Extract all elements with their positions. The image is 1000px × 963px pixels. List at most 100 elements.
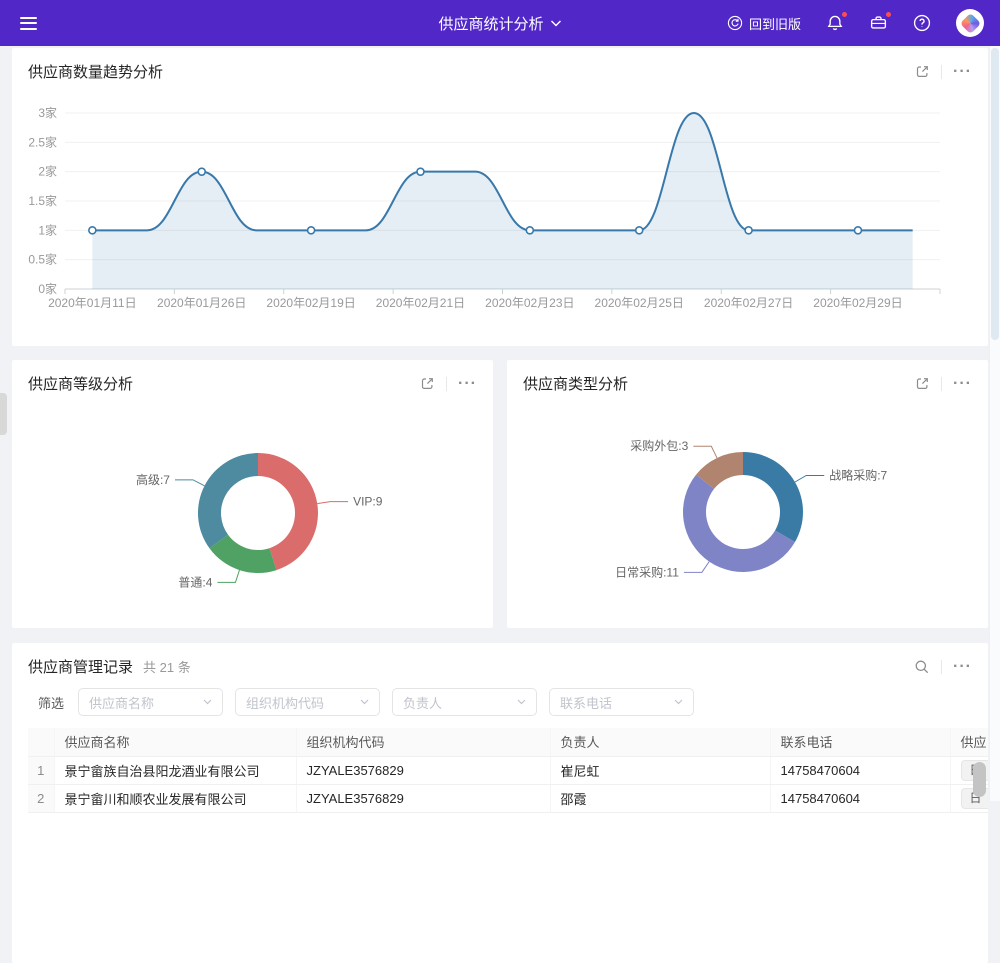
export-icon[interactable] [915,376,930,391]
cell-phone: 14758470604 [770,784,950,812]
more-options-icon[interactable]: ··· [953,67,972,77]
top-navbar: 供应商统计分析 回到旧版 [0,0,1000,46]
filter-phone-select[interactable]: 联系电话 [549,688,694,716]
back-to-old-version-label: 回到旧版 [749,14,801,33]
divider [446,377,447,391]
back-to-old-version-link[interactable]: 回到旧版 [727,14,801,33]
data-point-marker[interactable] [854,227,861,234]
cell-owner: 崔尼虹 [550,756,770,784]
data-point-marker[interactable] [526,227,533,234]
col-owner[interactable]: 负责人 [550,728,770,756]
pie-slice-战略采购[interactable] [743,452,803,542]
y-axis-tick-label: 2.5家 [28,134,57,149]
chevron-down-icon [551,20,562,27]
records-table: 供应商名称 组织机构代码 负责人 联系电话 供应 1 景宁畲族自治县阳龙酒业有限… [28,728,988,813]
level-donut-chart[interactable]: VIP:9普通:4高级:7 [12,403,493,627]
cell-supplier-name: 景宁畲川和顺农业发展有限公司 [54,784,296,812]
data-point-marker[interactable] [636,227,643,234]
records-table-card: 供应商管理记录 共 21 条 ··· 筛选 供应商名称 组织机构代码 [12,643,988,963]
cell-org-code: JZYALE3576829 [296,784,550,812]
pie-slice-label: 日常采购:11 [615,564,679,579]
pie-slice-label: 采购外包:3 [630,438,688,453]
trend-line-chart[interactable]: 0家 0.5家 1家 1.5家 2家 2.5家 3家 2020年01月11日 2020年01月2… [12,91,988,337]
filter-supplier-name-select[interactable]: 供应商名称 [78,688,223,716]
col-phone[interactable]: 联系电话 [770,728,950,756]
chevron-down-icon [203,699,212,705]
data-point-marker[interactable] [198,168,205,175]
x-axis-tick-label: 2020年02月19日 [266,296,355,310]
notification-badge-dot [841,11,848,18]
pie-label-leader [684,562,709,573]
avatar-logo [959,12,980,33]
records-count: 共 21 条 [143,657,191,676]
user-avatar[interactable] [956,9,984,37]
question-icon [913,14,931,32]
page-scrollbar-track[interactable] [989,46,1000,801]
pie-label-leader [795,476,824,483]
export-icon[interactable] [915,64,930,79]
y-axis-tick-label: 1家 [38,222,57,237]
export-icon[interactable] [420,376,435,391]
page-title-dropdown[interactable]: 供应商统计分析 [438,13,561,34]
hamburger-menu-icon[interactable] [20,17,37,30]
more-options-icon[interactable]: ··· [953,662,972,672]
dashboard-content: 供应商数量趋势分析 ··· 0家 0.5家 1家 1.5家 2家 2.5家 3家 2020年0… [0,46,1000,963]
y-axis-tick-label: 3家 [38,105,57,120]
row-index: 2 [28,784,54,812]
table-row[interactable]: 2 景宁畲川和顺农业发展有限公司 JZYALE3576829 邵霞 147584… [28,784,988,812]
row-index: 1 [28,756,54,784]
x-axis-tick-label: 2020年01月26日 [157,296,246,310]
pie-slice-高级[interactable] [198,453,258,548]
table-scrollbar-thumb[interactable] [973,762,986,797]
type-donut-chart[interactable]: 战略采购:7 日常采购:11 采购外包:3 [507,403,988,627]
navbar-actions: 回到旧版 [727,9,1000,37]
filter-org-code-select[interactable]: 组织机构代码 [235,688,380,716]
y-axis-tick-label: 2家 [38,164,57,179]
table-row[interactable]: 1 景宁畲族自治县阳龙酒业有限公司 JZYALE3576829 崔尼虹 1475… [28,756,988,784]
notifications-button[interactable] [826,14,844,32]
divider [941,660,942,674]
help-button[interactable] [913,14,931,32]
col-org-code[interactable]: 组织机构代码 [296,728,550,756]
x-axis-tick-label: 2020年02月29日 [813,296,902,310]
page-title: 供应商统计分析 [438,13,543,34]
filter-owner-select[interactable]: 负责人 [392,688,537,716]
pie-slice-label: 普通:4 [178,575,212,589]
filter-bar: 筛选 供应商名称 组织机构代码 负责人 联系电话 [12,686,988,728]
page-scrollbar-thumb[interactable] [991,48,999,340]
more-options-icon[interactable]: ··· [953,379,972,389]
y-axis-tick-label: 0.5家 [28,252,57,267]
filter-placeholder: 负责人 [403,693,442,712]
pie-label-leader [175,480,205,486]
x-axis-tick-label: 2020年02月27日 [704,296,793,310]
level-card-title: 供应商等级分析 [28,373,133,394]
chevron-down-icon [517,699,526,705]
x-axis-tick-label: 2020年01月11日 [48,296,137,310]
col-supplier-type[interactable]: 供应 [950,728,988,756]
col-index [28,728,54,756]
filter-label: 筛选 [38,693,64,712]
type-card-title: 供应商类型分析 [523,373,628,394]
pie-label-leader [217,570,239,582]
data-point-marker[interactable] [308,227,315,234]
x-axis-tick-label: 2020年02月25日 [595,296,684,310]
y-axis-tick-label: 1.5家 [28,193,57,208]
sidebar-collapse-handle[interactable] [0,393,7,435]
cell-org-code: JZYALE3576829 [296,756,550,784]
data-point-marker[interactable] [89,227,96,234]
y-axis-tick-label: 0家 [38,281,57,296]
pie-slice-label: 战略采购:7 [829,468,887,483]
records-card-title: 供应商管理记录 [28,656,133,677]
data-point-marker[interactable] [417,168,424,175]
pie-slice-label: 高级:7 [136,472,170,487]
more-options-icon[interactable]: ··· [458,379,477,389]
workbench-button[interactable] [869,14,888,32]
trend-card-title: 供应商数量趋势分析 [28,61,163,82]
type-pie-card: 供应商类型分析 ··· 战略采购:7 日常采购:11 采购外包:3 [507,360,988,628]
col-supplier-name[interactable]: 供应商名称 [54,728,296,756]
filter-placeholder: 供应商名称 [89,693,154,712]
x-axis-tick-label: 2020年02月21日 [376,296,465,310]
divider [941,377,942,391]
data-point-marker[interactable] [745,227,752,234]
search-icon[interactable] [914,659,930,675]
